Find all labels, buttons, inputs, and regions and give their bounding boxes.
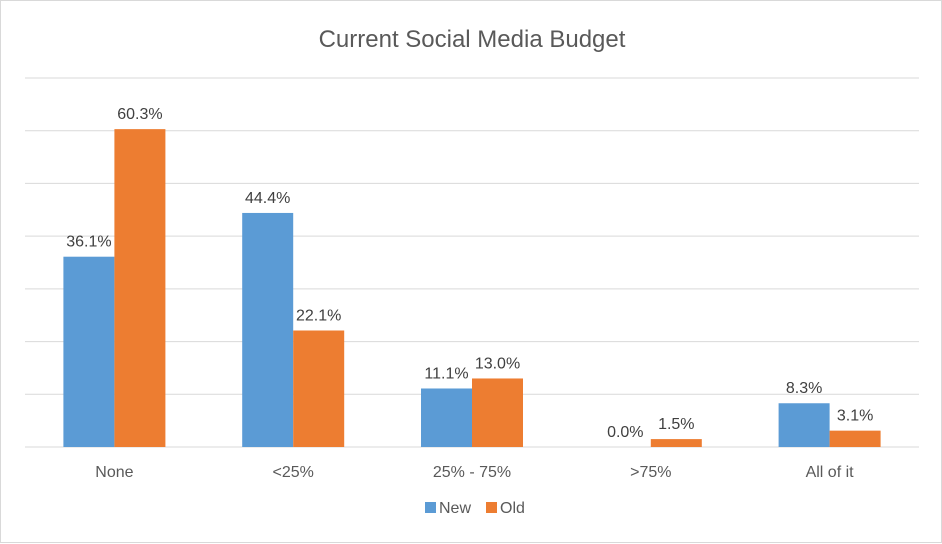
bar-old-3: [650, 439, 702, 447]
chart-title: Current Social Media Budget: [319, 26, 626, 53]
bar-new-2: [421, 388, 472, 447]
bar-old-2: [472, 378, 523, 447]
bar-old-0: [114, 129, 166, 447]
x-tick-label-0: None: [95, 464, 133, 481]
gridlines: [25, 77, 919, 448]
legend: New Old: [425, 500, 525, 517]
data-label-old-4: 3.1%: [837, 408, 873, 425]
data-labels: 36.1% 60.3% 44.4% 22.1% 11.1% 13.0% 0.0% 1.5% 8.…: [66, 106, 873, 441]
bar-new-0: [63, 256, 115, 447]
x-axis-tick-labels: None <25% 25% - 75% >75% All of it: [95, 464, 854, 481]
data-label-old-1: 22.1%: [296, 308, 341, 325]
bar-new-4: [778, 403, 830, 447]
bar-old-4: [829, 430, 881, 447]
legend-label-old: Old: [500, 500, 525, 517]
data-label-new-4: 8.3%: [786, 380, 822, 397]
legend-swatch-old: [486, 502, 497, 513]
data-label-new-2: 11.1%: [424, 365, 468, 382]
x-tick-label-4: All of it: [806, 464, 855, 481]
data-label-new-1: 44.4%: [245, 190, 290, 207]
bar-old-1: [293, 330, 345, 447]
data-label-old-3: 1.5%: [658, 416, 694, 433]
data-label-new-0: 36.1%: [66, 234, 111, 251]
bar-new-1: [242, 212, 294, 447]
x-tick-label-2: 25% - 75%: [433, 464, 511, 481]
legend-swatch-new: [425, 502, 436, 513]
x-tick-label-3: >75%: [630, 464, 671, 481]
bars: [63, 129, 881, 447]
legend-label-new: New: [439, 500, 471, 517]
data-label-new-3: 0.0%: [607, 424, 643, 441]
x-tick-label-1: <25%: [273, 464, 314, 481]
data-label-old-0: 60.3%: [117, 106, 162, 123]
data-label-old-2: 13.0%: [475, 355, 520, 372]
